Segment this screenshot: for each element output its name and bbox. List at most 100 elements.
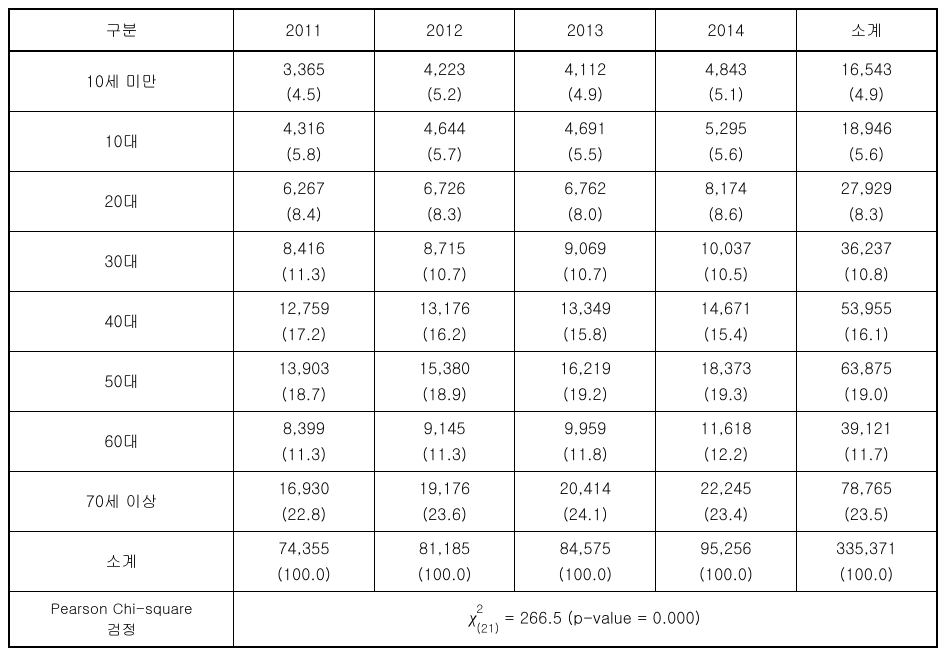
table-header-row: 구분 2011 2012 2013 2014 소계	[9, 9, 937, 51]
data-cell: 11,618(12.2)	[656, 411, 797, 471]
cell-value: 335,371	[801, 535, 932, 561]
cell-value: 4,691	[519, 115, 651, 141]
cell-percent: (11.3)	[238, 441, 370, 467]
cell-value: 16,930	[238, 475, 370, 501]
data-cell: 8,174(8.6)	[656, 171, 797, 231]
stat-label-line2: 검정	[107, 619, 137, 640]
cell-value: 8,416	[238, 235, 370, 261]
data-cell: 14,671(15.4)	[656, 291, 797, 351]
table-row: 20대6,267(8.4)6,726(8.3)6,762(8.0)8,174(8…	[9, 171, 937, 231]
cell-percent: (100.0)	[379, 561, 511, 587]
data-cell: 5,295(5.6)	[656, 111, 797, 171]
chi-square-value: χ2(21) = 266.5 (p-value = 0.000)	[234, 591, 937, 647]
row-label: 40대	[9, 291, 234, 351]
cell-value: 13,176	[379, 295, 511, 321]
data-cell: 53,955(16.1)	[796, 291, 937, 351]
data-cell: 13,903(18.7)	[234, 351, 375, 411]
cell-value: 9,145	[379, 415, 511, 441]
cell-value: 11,618	[660, 415, 792, 441]
table-row: 10세 미만3,365(4.5)4,223(5.2)4,112(4.9)4,84…	[9, 51, 937, 111]
cell-value: 78,765	[801, 475, 932, 501]
cell-value: 84,575	[519, 535, 651, 561]
chi-square-row: Pearson Chi-square검정χ2(21) = 266.5 (p-va…	[9, 591, 937, 647]
data-cell: 18,946(5.6)	[796, 111, 937, 171]
cell-value: 14,671	[660, 295, 792, 321]
cell-percent: (12.2)	[660, 441, 792, 467]
table-row: 10대4,316(5.8)4,644(5.7)4,691(5.5)5,295(5…	[9, 111, 937, 171]
data-cell: 16,543(4.9)	[796, 51, 937, 111]
data-cell: 4,316(5.8)	[234, 111, 375, 171]
header-category: 구분	[9, 9, 234, 51]
header-subtotal: 소계	[796, 9, 937, 51]
data-cell: 78,765(23.5)	[796, 471, 937, 531]
cell-percent: (22.8)	[238, 501, 370, 527]
data-cell: 39,121(11.7)	[796, 411, 937, 471]
cell-value: 95,256	[660, 535, 792, 561]
cell-percent: (4.9)	[801, 81, 932, 107]
table-row: 소계74,355(100.0)81,185(100.0)84,575(100.0…	[9, 531, 937, 591]
cell-percent: (10.7)	[379, 261, 511, 287]
cell-percent: (16.1)	[801, 321, 932, 347]
cell-percent: (23.6)	[379, 501, 511, 527]
cell-percent: (11.3)	[238, 261, 370, 287]
header-2013: 2013	[515, 9, 656, 51]
row-label: 30대	[9, 231, 234, 291]
cell-percent: (5.6)	[801, 141, 932, 167]
data-cell: 19,176(23.6)	[374, 471, 515, 531]
cell-value: 4,316	[238, 115, 370, 141]
data-cell: 4,223(5.2)	[374, 51, 515, 111]
cell-value: 13,903	[238, 355, 370, 381]
table-row: 50대13,903(18.7)15,380(18.9)16,219(19.2)1…	[9, 351, 937, 411]
cell-percent: (4.5)	[238, 81, 370, 107]
chi-superscript: 2	[476, 600, 483, 617]
data-cell: 15,380(18.9)	[374, 351, 515, 411]
chi-square-label: Pearson Chi-square검정	[9, 591, 234, 647]
cell-value: 3,365	[238, 56, 370, 82]
table-row: 60대8,399(11.3)9,145(11.3)9,959(11.8)11,6…	[9, 411, 937, 471]
data-cell: 84,575(100.0)	[515, 531, 656, 591]
stat-label-line1: Pearson Chi-square	[51, 598, 193, 619]
data-cell: 4,843(5.1)	[656, 51, 797, 111]
cell-percent: (8.4)	[238, 201, 370, 227]
data-cell: 18,373(19.3)	[656, 351, 797, 411]
cell-value: 19,176	[379, 475, 511, 501]
row-label: 소계	[9, 531, 234, 591]
table-row: 30대8,416(11.3)8,715(10.7)9,069(10.7)10,0…	[9, 231, 937, 291]
data-cell: 95,256(100.0)	[656, 531, 797, 591]
data-cell: 36,237(10.8)	[796, 231, 937, 291]
cell-value: 9,959	[519, 415, 651, 441]
row-label: 10세 미만	[9, 51, 234, 111]
data-cell: 4,112(4.9)	[515, 51, 656, 111]
data-cell: 4,691(5.5)	[515, 111, 656, 171]
cell-percent: (5.7)	[379, 141, 511, 167]
cell-value: 6,762	[519, 175, 651, 201]
cell-percent: (15.8)	[519, 321, 651, 347]
cell-value: 12,759	[238, 295, 370, 321]
cell-percent: (5.8)	[238, 141, 370, 167]
cell-percent: (8.3)	[379, 201, 511, 227]
data-cell: 3,365(4.5)	[234, 51, 375, 111]
row-label: 20대	[9, 171, 234, 231]
cell-value: 63,875	[801, 355, 932, 381]
cell-value: 4,223	[379, 56, 511, 82]
cell-value: 8,174	[660, 175, 792, 201]
data-cell: 63,875(19.0)	[796, 351, 937, 411]
cell-value: 16,543	[801, 56, 932, 82]
cell-percent: (100.0)	[660, 561, 792, 587]
cell-value: 36,237	[801, 235, 932, 261]
data-cell: 12,759(17.2)	[234, 291, 375, 351]
cell-value: 81,185	[379, 535, 511, 561]
cell-percent: (8.3)	[801, 201, 932, 227]
data-cell: 74,355(100.0)	[234, 531, 375, 591]
data-cell: 20,414(24.1)	[515, 471, 656, 531]
cell-percent: (10.5)	[660, 261, 792, 287]
data-cell: 9,145(11.3)	[374, 411, 515, 471]
data-cell: 16,219(19.2)	[515, 351, 656, 411]
data-cell: 8,416(11.3)	[234, 231, 375, 291]
cell-percent: (15.4)	[660, 321, 792, 347]
cell-percent: (16.2)	[379, 321, 511, 347]
cell-percent: (5.5)	[519, 141, 651, 167]
data-cell: 8,399(11.3)	[234, 411, 375, 471]
cell-percent: (100.0)	[519, 561, 651, 587]
cell-value: 9,069	[519, 235, 651, 261]
